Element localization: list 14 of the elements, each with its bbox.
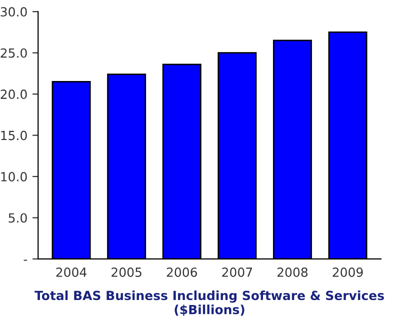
y-tick-label: 30.0 (0, 7, 27, 17)
y-tick-label: 20.0 (0, 90, 27, 99)
y-tick-label: - (24, 260, 28, 261)
y-tick-label: 10.0 (1, 172, 27, 182)
y-tick-label: 15.0 (1, 130, 27, 140)
x-tick-label: 2007 (222, 268, 252, 277)
y-tick-label: 25.0 (0, 48, 27, 58)
x-axis-title: Total BAS Business Including Software & Services ($Billions) (34, 290, 384, 316)
x-tick-label: 2004 (56, 268, 86, 277)
x-tick-label: 2008 (277, 268, 308, 277)
x-tick-label: 2005 (112, 268, 142, 277)
y-tick-label: 5.0 (8, 213, 27, 223)
x-tick-label: 2009 (332, 268, 363, 277)
x-tick-label: 2006 (166, 268, 197, 277)
